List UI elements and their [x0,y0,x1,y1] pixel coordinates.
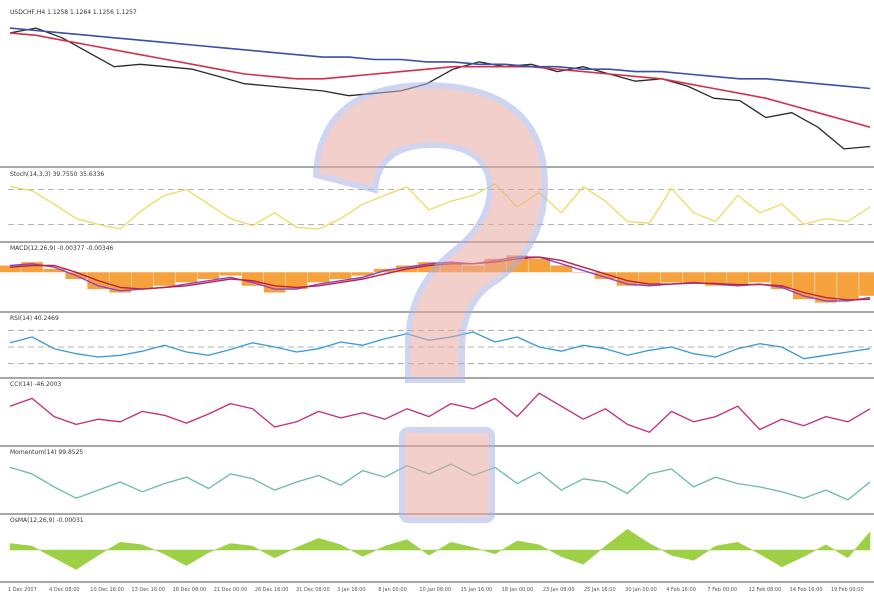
time-tick-label: 19 Feb 00:00 [831,587,864,593]
time-tick-label: 15 Jan 16:00 [461,587,493,593]
macd-histogram-bar [638,272,661,286]
macd-histogram-bar [550,265,573,273]
macd-histogram-bar [241,272,264,286]
question-mark-dot [399,427,495,523]
macd-histogram-bar [793,272,815,300]
macd-histogram-bar [572,272,595,273]
pane-1: Stoch(14,3,3) 39.7550 35.6336 [0,171,874,243]
macd-histogram-bar [704,272,727,286]
time-tick-label: 4 Feb 16:00 [666,587,696,593]
macd-histogram-bar [528,258,551,273]
macd-histogram-bar [352,272,374,276]
macd-histogram-bar [594,272,617,279]
time-tick-label: 14 Feb 16:00 [790,587,823,593]
time-tick-label: 31 Dec 08:00 [296,587,330,593]
time-tick-label: 21 Dec 00:00 [214,587,248,593]
time-tick-label: 25 Jan 16:00 [584,587,616,593]
macd-histogram-bar [153,272,176,286]
macd-histogram-bar [43,268,65,273]
time-tick-label: 26 Dec 16:00 [255,587,289,593]
macd-histogram-bar [285,272,308,290]
macd-histogram-bar [726,272,749,286]
osma-area [9,528,871,570]
macd-histogram-bar [219,272,242,276]
pane-title: USDCHF,H4 1.1258 1.1264 1.1256 1.1257 [10,9,137,16]
pane-title: RSI(14) 40.2469 [10,315,59,322]
macd-histogram-bar [21,262,43,273]
pane-0: USDCHF,H4 1.1258 1.1264 1.1256 1.1257 [0,9,874,168]
pane-6: OsMA(12,26,9) -0.00031 [0,517,874,583]
time-tick-label: 18 Jan 00:00 [502,587,534,593]
time-tick-label: 10 Jan 08:00 [419,587,451,593]
macd-histogram-bar [682,272,705,283]
time-tick-label: 8 Jan 00:00 [378,587,406,593]
series-line-0-2 [9,27,871,90]
question-mark-icon [312,81,549,523]
series-line-1-0 [9,183,871,230]
indicator-panes: USDCHF,H4 1.1258 1.1264 1.1256 1.1257 Sto… [0,9,874,583]
macd-histogram-bar [197,272,220,279]
time-tick-label: 23 Jan 08:00 [543,587,575,593]
macd-histogram-bar [748,272,771,283]
pane-title: OsMA(12,26,9) -0.00031 [10,517,84,524]
time-tick-label: 18 Dec 08:00 [173,587,207,593]
macd-histogram-bar [815,272,837,303]
pane-title: CCI(14) -46.2003 [10,381,62,388]
series-line-4-0 [9,392,871,433]
macd-histogram-bar [660,272,683,283]
macd-histogram-bar [175,272,198,283]
macd-histogram-bar [0,265,21,273]
macd-histogram-bar [859,272,874,296]
question-mark-hook [312,81,549,383]
series-line-0-1 [9,32,871,128]
macd-histogram-bar [837,272,859,300]
time-tick-label: 10 Dec 16:00 [90,587,124,593]
macd-histogram-bar [418,262,440,273]
time-tick-label: 30 Jan 00:00 [625,587,657,593]
macd-histogram-bar [329,272,352,279]
time-tick-label: 3 Jan 16:00 [337,587,365,593]
time-tick-label: 13 Dec 16:00 [131,587,165,593]
time-tick-label: 1 Dec 2007 [8,587,37,593]
pane-title: Momentum(14) 99.8525 [10,449,83,456]
pane-title: Stoch(14,3,3) 39.7550 35.6336 [10,171,104,178]
series-line-0-0 [9,27,871,150]
time-axis: 1 Dec 2007 4 Dec 08:00 10 Dec 16:00 13 Dec … [8,587,864,593]
time-tick-label: 4 Dec 08:00 [49,587,79,593]
macd-histogram-bar [131,272,154,290]
macd-histogram-bar [307,272,330,283]
time-tick-label: 7 Feb 00:00 [707,587,737,593]
time-tick-label: 12 Feb 08:00 [749,587,782,593]
pane-title: MACD(12,26,9) -0.00377 -0.00346 [10,245,114,252]
pane-2: MACD(12,26,9) -0.00377 -0.00346 [0,245,874,313]
